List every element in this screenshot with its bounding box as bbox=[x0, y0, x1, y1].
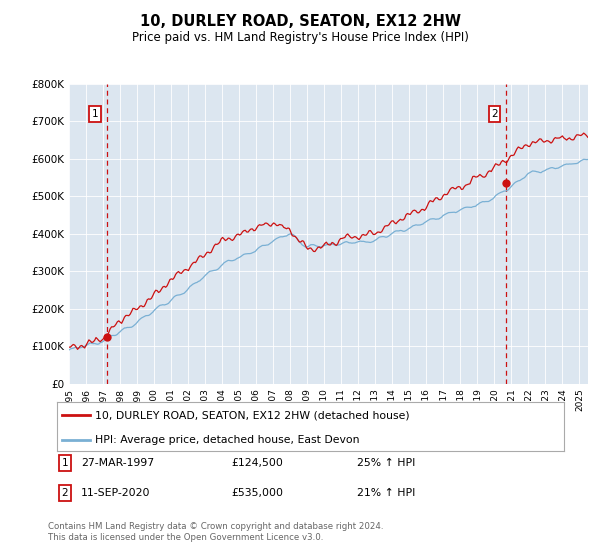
Text: £535,000: £535,000 bbox=[231, 488, 283, 498]
Text: HPI: Average price, detached house, East Devon: HPI: Average price, detached house, East… bbox=[95, 435, 359, 445]
Text: 2: 2 bbox=[61, 488, 68, 498]
Text: 1: 1 bbox=[61, 458, 68, 468]
Text: 27-MAR-1997: 27-MAR-1997 bbox=[81, 458, 154, 468]
Text: 1: 1 bbox=[92, 109, 98, 119]
Text: Contains HM Land Registry data © Crown copyright and database right 2024.: Contains HM Land Registry data © Crown c… bbox=[48, 522, 383, 531]
Text: 10, DURLEY ROAD, SEATON, EX12 2HW: 10, DURLEY ROAD, SEATON, EX12 2HW bbox=[139, 14, 461, 29]
Text: Price paid vs. HM Land Registry's House Price Index (HPI): Price paid vs. HM Land Registry's House … bbox=[131, 31, 469, 44]
Text: 10, DURLEY ROAD, SEATON, EX12 2HW (detached house): 10, DURLEY ROAD, SEATON, EX12 2HW (detac… bbox=[95, 410, 410, 421]
Text: 2: 2 bbox=[491, 109, 498, 119]
Text: 25% ↑ HPI: 25% ↑ HPI bbox=[357, 458, 415, 468]
Text: This data is licensed under the Open Government Licence v3.0.: This data is licensed under the Open Gov… bbox=[48, 533, 323, 542]
Text: 21% ↑ HPI: 21% ↑ HPI bbox=[357, 488, 415, 498]
Text: 11-SEP-2020: 11-SEP-2020 bbox=[81, 488, 151, 498]
Text: £124,500: £124,500 bbox=[231, 458, 283, 468]
